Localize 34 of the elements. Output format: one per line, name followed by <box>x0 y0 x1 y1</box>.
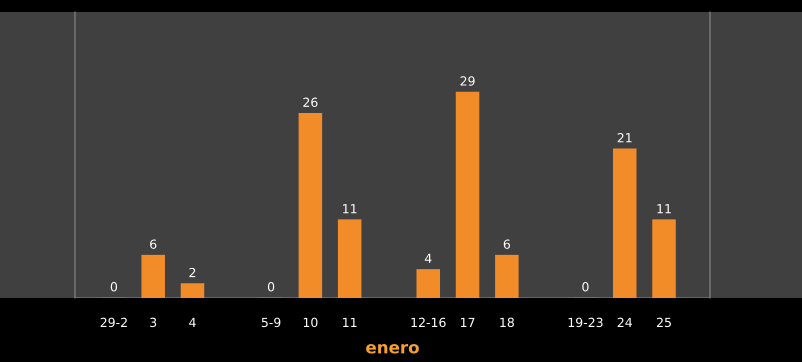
x-tick-label: 18 <box>500 318 514 328</box>
data-label: 11 <box>343 204 356 214</box>
bar <box>338 219 362 298</box>
x-tick-label: 25 <box>656 318 671 328</box>
data-label: 0 <box>268 282 274 292</box>
bar <box>180 283 204 298</box>
data-label: 4 <box>424 254 432 263</box>
bar <box>141 254 165 298</box>
x-axis-title: enero <box>366 344 419 354</box>
x-tick-label: 10 <box>304 318 318 328</box>
x-tick-label: 5-9 <box>262 318 280 328</box>
data-label: 6 <box>150 239 156 249</box>
x-tick-label: 19-23 <box>568 318 603 328</box>
bar <box>612 148 636 298</box>
data-label: 26 <box>303 98 318 107</box>
x-tick-label: 24 <box>618 318 632 327</box>
data-label: 2 <box>189 268 196 278</box>
data-label: 6 <box>504 239 510 249</box>
bar <box>456 92 480 298</box>
data-label: 0 <box>582 282 589 292</box>
bar <box>495 254 519 298</box>
x-tick-label: 29-2 <box>100 318 127 328</box>
data-label: 0 <box>110 282 118 292</box>
data-label: 11 <box>657 204 671 214</box>
x-tick-label: 4 <box>189 318 196 327</box>
bar <box>652 219 676 298</box>
bar <box>298 112 322 298</box>
x-tick-label: 17 <box>460 318 474 327</box>
x-tick-label: 3 <box>150 318 156 328</box>
x-tick-label: 11 <box>343 318 356 327</box>
data-label: 21 <box>618 133 632 142</box>
data-label: 29 <box>460 76 475 86</box>
x-tick-label: 12-16 <box>411 318 446 328</box>
bar <box>416 269 440 298</box>
